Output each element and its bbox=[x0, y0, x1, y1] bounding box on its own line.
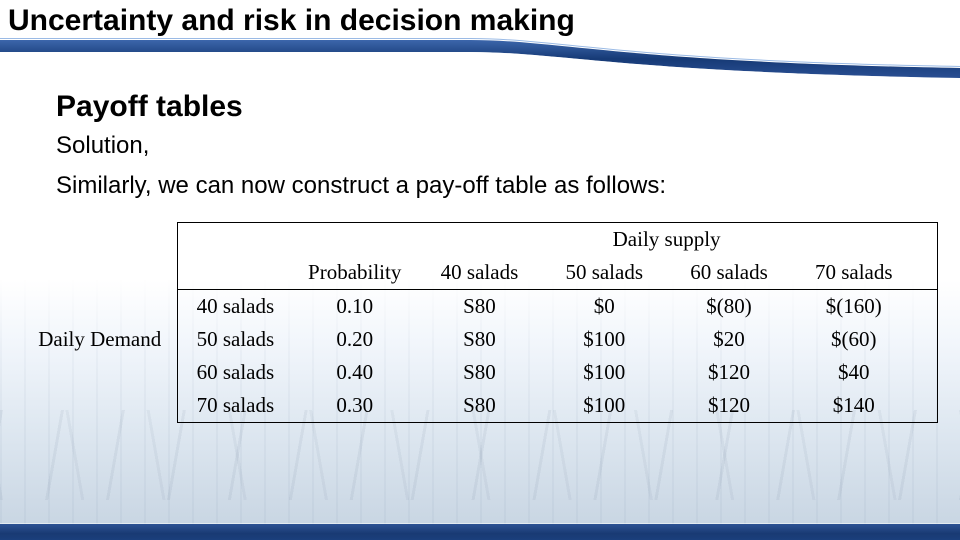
table-row: Daily supply bbox=[22, 223, 938, 257]
cell-1-0: S80 bbox=[417, 323, 542, 356]
demand-row-2: 60 salads bbox=[178, 356, 292, 389]
supply-col-3: 70 salads bbox=[791, 256, 916, 290]
cell-3-3: $140 bbox=[791, 389, 916, 423]
title-swoosh bbox=[0, 38, 960, 82]
footer-accent-band bbox=[0, 524, 960, 540]
demand-row-1: 50 salads bbox=[178, 323, 292, 356]
cell-2-0: S80 bbox=[417, 356, 542, 389]
supply-col-2: 60 salads bbox=[667, 256, 792, 290]
header-empty bbox=[178, 256, 292, 290]
table-row: 60 salads 0.40 S80 $100 $120 $40 bbox=[22, 356, 938, 389]
body-line-2: Similarly, we can now construct a pay-of… bbox=[56, 170, 960, 202]
content-area: Payoff tables Solution, Similarly, we ca… bbox=[0, 90, 960, 203]
cell-2-3: $40 bbox=[791, 356, 916, 389]
supply-col-1: 50 salads bbox=[542, 256, 667, 290]
body-line-1: Solution, bbox=[56, 130, 960, 162]
table-row: 40 salads 0.10 S80 $0 $(80) $(160) bbox=[22, 290, 938, 324]
cell-1-2: $20 bbox=[667, 323, 792, 356]
cell-3-0: S80 bbox=[417, 389, 542, 423]
cell-1-3: $(60) bbox=[791, 323, 916, 356]
supply-header: Daily supply bbox=[417, 223, 916, 257]
table-row: Daily Demand 50 salads 0.20 S80 $100 $20… bbox=[22, 323, 938, 356]
cell-0-3: $(160) bbox=[791, 290, 916, 324]
cell-0-0: S80 bbox=[417, 290, 542, 324]
demand-row-0: 40 salads bbox=[178, 290, 292, 324]
daily-demand-stub: Daily Demand bbox=[22, 323, 178, 356]
prob-2: 0.40 bbox=[292, 356, 417, 389]
cell-2-2: $120 bbox=[667, 356, 792, 389]
table-row: Probability 40 salads 50 salads 60 salad… bbox=[22, 256, 938, 290]
prob-3: 0.30 bbox=[292, 389, 417, 423]
supply-col-0: 40 salads bbox=[417, 256, 542, 290]
cell-2-1: $100 bbox=[542, 356, 667, 389]
slide-title: Uncertainty and risk in decision making bbox=[8, 4, 575, 38]
cell-0-2: $(80) bbox=[667, 290, 792, 324]
section-heading: Payoff tables bbox=[56, 90, 960, 124]
stub-empty bbox=[22, 256, 178, 290]
prob-1: 0.20 bbox=[292, 323, 417, 356]
stub-empty bbox=[22, 356, 178, 389]
stub-empty bbox=[22, 290, 178, 324]
payoff-table: Daily supply Probability 40 salads 50 sa… bbox=[22, 222, 938, 423]
stub-empty bbox=[22, 389, 178, 423]
demand-row-3: 70 salads bbox=[178, 389, 292, 423]
header-empty bbox=[178, 223, 292, 257]
header-empty bbox=[292, 223, 417, 257]
cell-1-1: $100 bbox=[542, 323, 667, 356]
title-band: Uncertainty and risk in decision making bbox=[0, 0, 960, 82]
cell-0-1: $0 bbox=[542, 290, 667, 324]
payoff-table-container: Daily supply Probability 40 salads 50 sa… bbox=[22, 222, 938, 423]
prob-0: 0.10 bbox=[292, 290, 417, 324]
cell-3-2: $120 bbox=[667, 389, 792, 423]
cell-3-1: $100 bbox=[542, 389, 667, 423]
stub-empty bbox=[22, 223, 178, 257]
probability-header: Probability bbox=[292, 256, 417, 290]
table-row: 70 salads 0.30 S80 $100 $120 $140 bbox=[22, 389, 938, 423]
